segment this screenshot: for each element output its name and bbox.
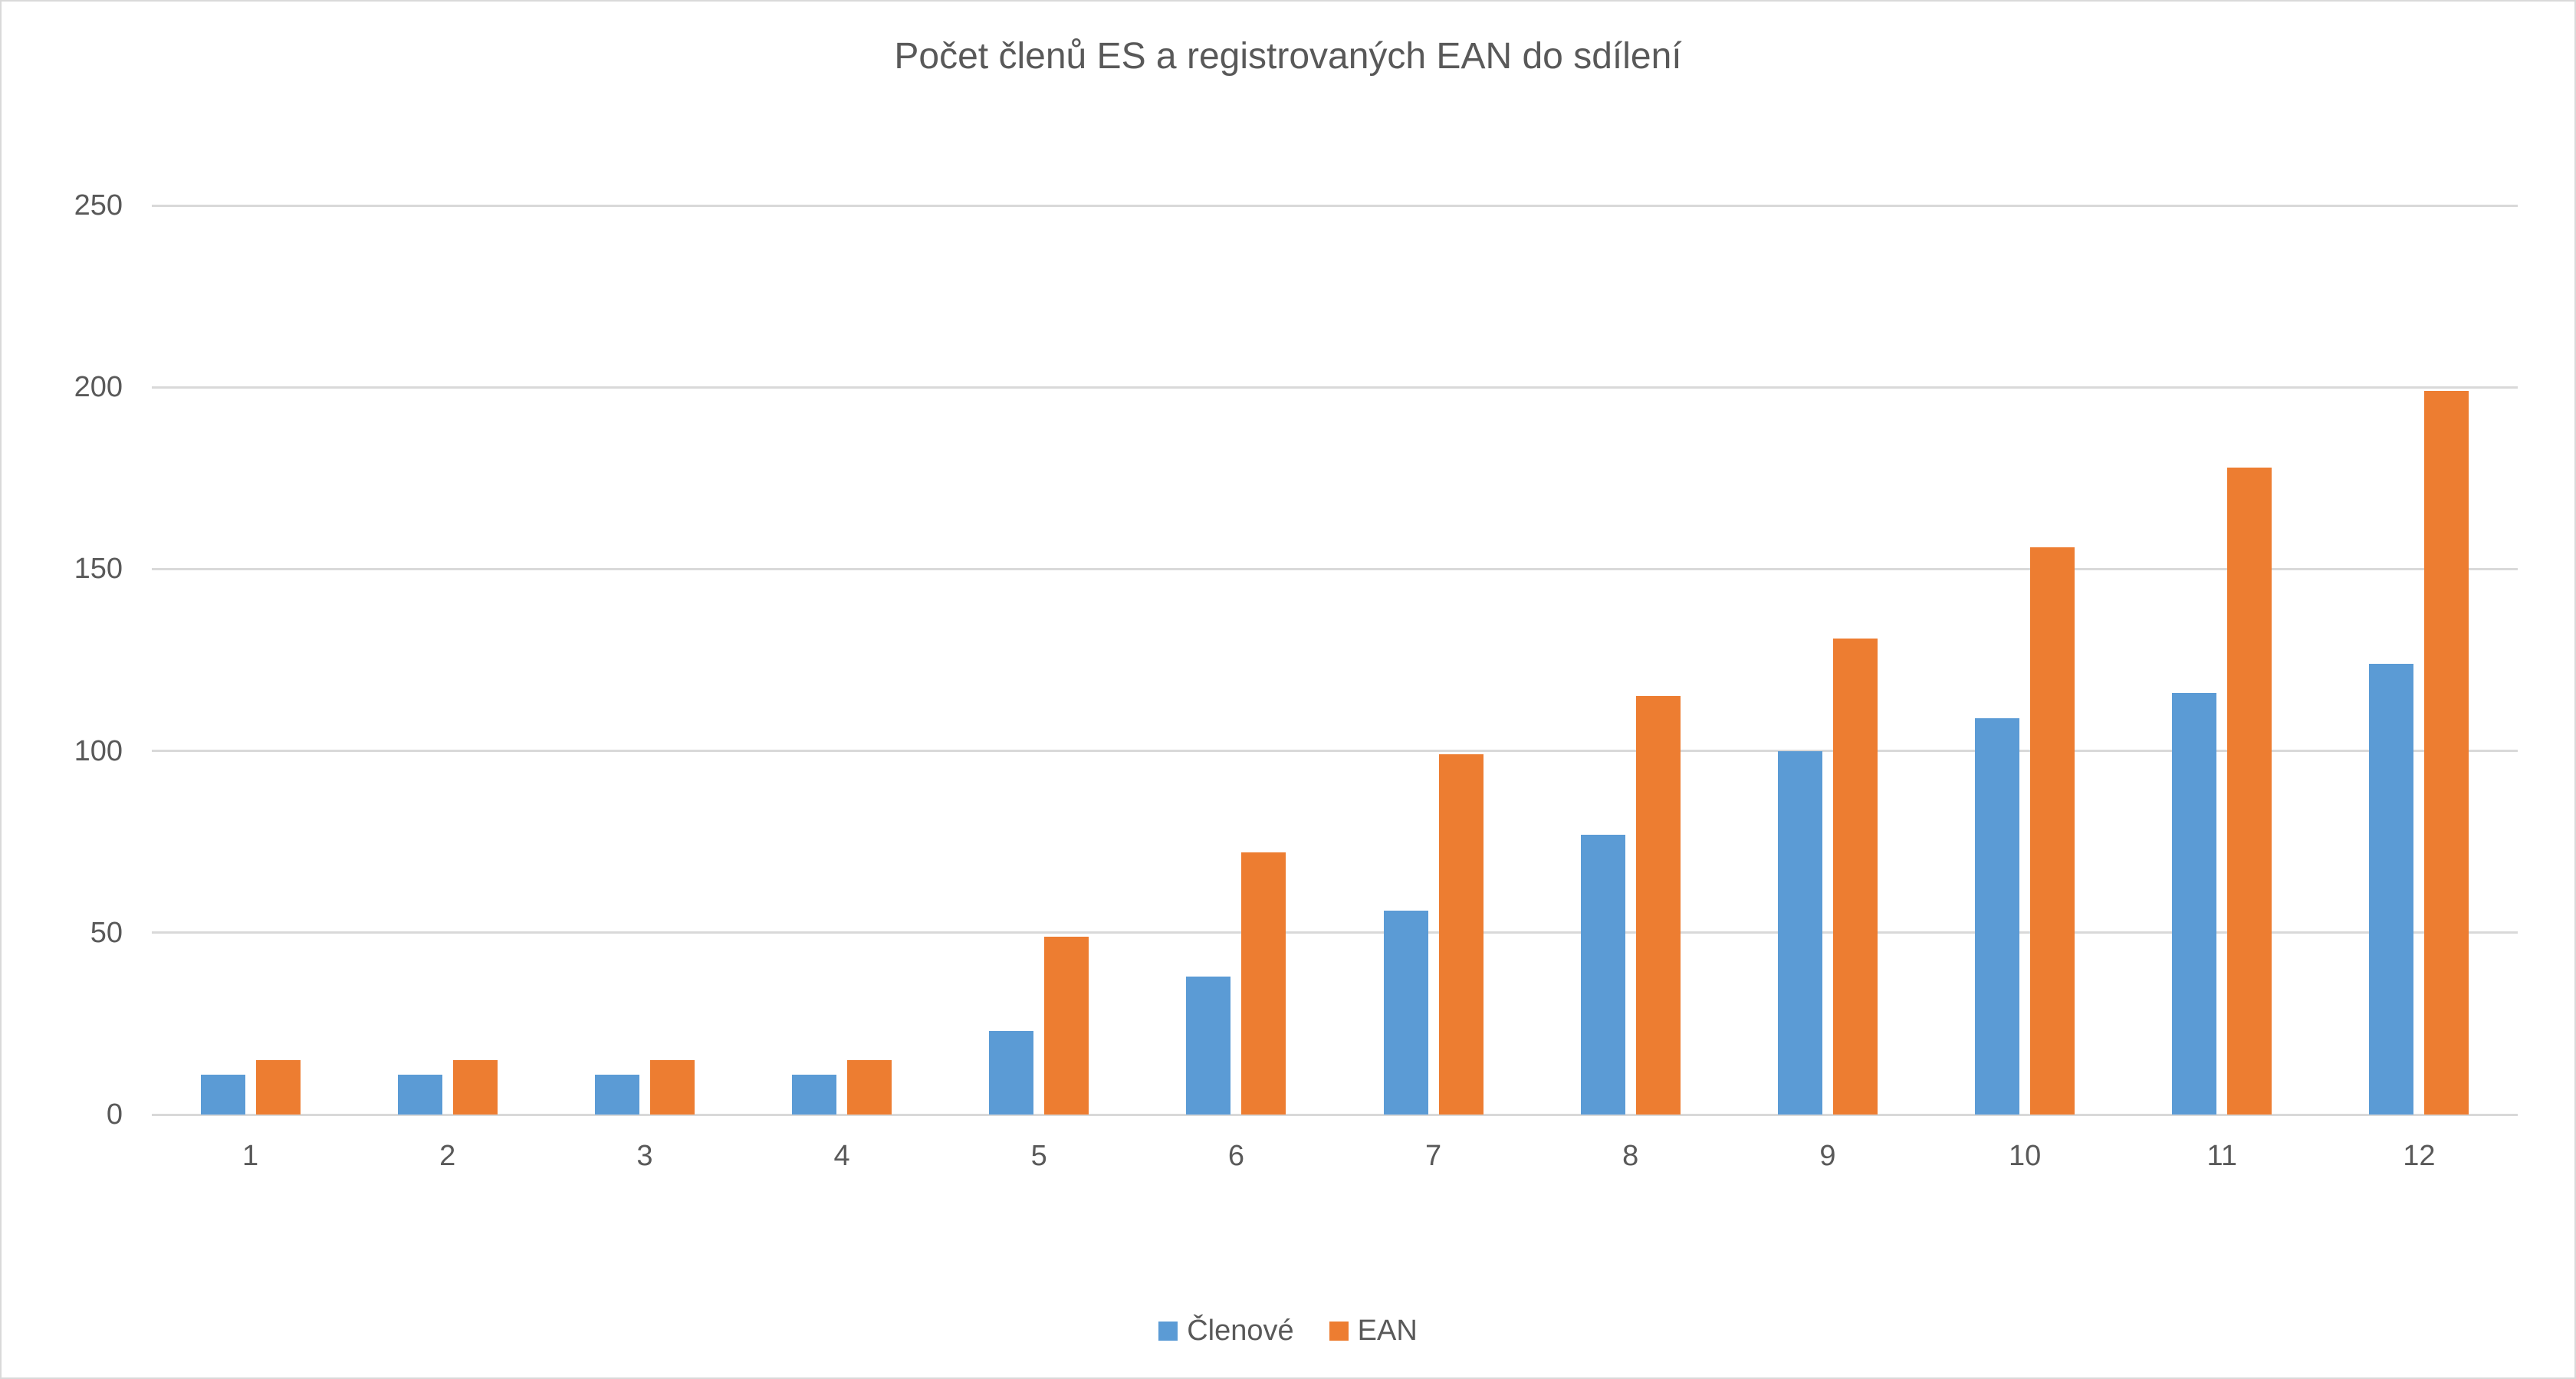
y-tick-label-0: 0 <box>106 1098 123 1131</box>
legend-label-clenove: Členové <box>1187 1315 1294 1347</box>
bar-clenove-3 <box>594 1074 639 1115</box>
x-tick-label-11: 11 <box>2206 1140 2237 1172</box>
bar-ean-10 <box>2030 547 2075 1115</box>
gridline-200 <box>152 386 2518 389</box>
y-tick-label-250: 250 <box>74 189 123 222</box>
y-tick-label-100: 100 <box>74 734 123 767</box>
legend-swatch-clenove <box>1158 1321 1178 1341</box>
x-tick-label-8: 8 <box>1622 1140 1639 1172</box>
bar-ean-9 <box>1832 638 1878 1115</box>
bar-clenove-8 <box>1580 834 1625 1115</box>
bar-clenove-5 <box>989 1030 1034 1115</box>
x-tick-label-4: 4 <box>833 1140 850 1172</box>
bar-clenove-10 <box>1975 717 2020 1115</box>
legend-item-ean: EAN <box>1329 1316 1418 1345</box>
bar-clenove-9 <box>1777 750 1822 1115</box>
gridline-250 <box>152 204 2518 207</box>
bar-ean-2 <box>452 1059 498 1115</box>
bar-ean-7 <box>1438 754 1484 1115</box>
chart-title: Počet členů ES a registrovaných EAN do s… <box>894 36 1682 77</box>
bar-clenove-4 <box>792 1074 837 1115</box>
x-tick-label-1: 1 <box>242 1140 259 1172</box>
bar-ean-1 <box>255 1059 301 1115</box>
bar-ean-4 <box>847 1059 892 1115</box>
bar-ean-11 <box>2227 467 2272 1115</box>
bar-clenove-7 <box>1383 911 1428 1115</box>
y-tick-label-50: 50 <box>90 916 123 949</box>
x-tick-label-9: 9 <box>1819 1140 1836 1172</box>
legend-label-ean: EAN <box>1357 1315 1418 1347</box>
bar-ean-12 <box>2424 390 2469 1115</box>
x-tick-label-12: 12 <box>2403 1140 2436 1172</box>
gridline-0 <box>152 1113 2518 1116</box>
bar-clenove-11 <box>2172 692 2217 1115</box>
bar-clenove-2 <box>397 1074 442 1115</box>
y-tick-label-200: 200 <box>74 371 123 404</box>
x-tick-label-3: 3 <box>636 1140 653 1172</box>
bar-ean-5 <box>1044 936 1089 1115</box>
legend-swatch-ean <box>1329 1321 1349 1341</box>
bar-ean-8 <box>1635 696 1681 1115</box>
bar-clenove-12 <box>2369 663 2414 1115</box>
bar-ean-3 <box>649 1059 695 1115</box>
bar-clenove-6 <box>1186 976 1231 1115</box>
gridline-50 <box>152 931 2518 934</box>
x-tick-label-6: 6 <box>1227 1140 1244 1172</box>
bar-ean-6 <box>1241 852 1286 1115</box>
gridline-100 <box>152 750 2518 753</box>
bar-clenove-1 <box>200 1074 245 1115</box>
legend-item-clenove: Členové <box>1158 1315 1294 1347</box>
y-tick-label-150: 150 <box>74 553 123 586</box>
x-tick-label-5: 5 <box>1030 1140 1047 1172</box>
x-tick-label-10: 10 <box>2008 1140 2042 1172</box>
legend: Členové EAN <box>2 1312 2574 1349</box>
gridline-150 <box>152 567 2518 570</box>
x-tick-label-7: 7 <box>1425 1140 1442 1172</box>
x-tick-label-2: 2 <box>439 1140 456 1172</box>
